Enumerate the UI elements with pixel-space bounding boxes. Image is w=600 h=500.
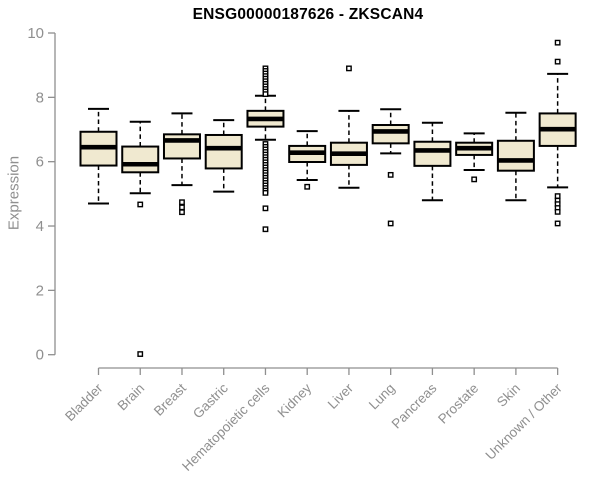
- x-tick-label: Pancreas: [389, 380, 440, 431]
- outlier-point: [387, 220, 394, 227]
- x-tick-label: Lung: [366, 381, 398, 413]
- y-tick-label: 10: [27, 25, 44, 42]
- box-prostate: [455, 132, 494, 183]
- iqr-box: [162, 133, 201, 160]
- box-unknown-other: [538, 39, 577, 227]
- outlier-point: [346, 65, 352, 72]
- y-tick-label: 2: [36, 282, 44, 299]
- outlier-point: [179, 209, 185, 216]
- box-lung: [371, 108, 410, 227]
- box-skin: [496, 111, 535, 202]
- y-tick-label: 4: [36, 218, 44, 235]
- outlier-point: [137, 351, 144, 357]
- y-tick-label: 8: [36, 89, 44, 106]
- chart-title: ENSG00000187626 - ZKSCAN4: [192, 6, 424, 23]
- iqr-box: [496, 139, 535, 172]
- outlier-point: [554, 58, 561, 65]
- box-pancreas: [413, 121, 452, 202]
- iqr-box: [121, 145, 160, 174]
- outlier-point: [179, 204, 185, 211]
- outlier-point: [262, 205, 269, 212]
- x-tick-label: Bladder: [62, 380, 106, 424]
- outlier-point: [137, 201, 144, 208]
- iqr-box: [371, 124, 410, 145]
- y-tick-label: 0: [36, 347, 44, 364]
- y-tick-label: 6: [36, 154, 44, 171]
- outlier-point: [262, 226, 269, 233]
- iqr-box: [204, 133, 243, 170]
- outlier-point: [262, 91, 269, 98]
- outlier-point: [554, 39, 561, 46]
- iqr-box: [413, 140, 452, 167]
- outlier-point: [179, 199, 185, 206]
- box-breast: [162, 112, 201, 216]
- x-tick-label: Breast: [151, 380, 189, 418]
- x-tick-label: Brain: [114, 381, 147, 414]
- x-tick-label: Skin: [494, 381, 523, 410]
- x-tick-label: Prostate: [435, 381, 481, 427]
- x-tick-label: Kidney: [275, 380, 315, 420]
- box-liver: [329, 65, 368, 189]
- x-tick-label: Unknown / Other: [483, 380, 566, 463]
- y-axis-label: Expression: [5, 155, 23, 231]
- outlier-point: [554, 220, 561, 227]
- box-gastric: [204, 119, 243, 193]
- outlier-point: [304, 183, 311, 190]
- box-kidney: [288, 130, 327, 190]
- outlier-point: [262, 189, 269, 196]
- outlier-point: [554, 193, 561, 200]
- box-hematopoietic-cells: [246, 65, 285, 233]
- outlier-point: [471, 176, 478, 183]
- outlier-point: [387, 171, 394, 178]
- outlier-point: [554, 208, 561, 215]
- box-bladder: [79, 107, 118, 205]
- box-brain: [121, 120, 160, 357]
- x-tick-label: Liver: [325, 380, 357, 412]
- x-tick-label: Gastric: [190, 380, 231, 421]
